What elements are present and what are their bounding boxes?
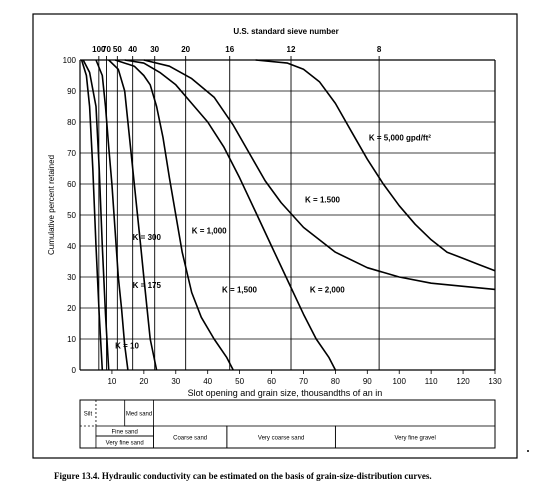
- stray-dot: [527, 450, 529, 452]
- y-tick-label: 90: [67, 87, 76, 96]
- figure-frame: [32, 13, 518, 459]
- sieve-tick-label: 20: [181, 45, 190, 54]
- x-tick-label: 30: [171, 377, 180, 386]
- x-tick-label: 80: [331, 377, 340, 386]
- soil-class-label: Very fine sand: [106, 441, 144, 447]
- soil-class-cell: [334, 425, 496, 449]
- grid: [79, 56, 496, 374]
- top-axis-title: U.S. standard sieve number: [233, 27, 338, 36]
- y-tick-label: 100: [63, 56, 77, 65]
- soil-class-label: Med sand: [126, 412, 152, 418]
- x-tick-label: 50: [235, 377, 244, 386]
- caption-label: Figure 13.4.: [54, 471, 100, 481]
- curve-label: K = 1.500: [305, 196, 340, 205]
- soil-class-label: Very fine gravel: [395, 436, 436, 442]
- y-axis-title: Cumulative percent retained: [47, 155, 56, 255]
- curve: [108, 59, 158, 371]
- caption-text: Hydraulic conductivity can be estimated …: [101, 471, 432, 481]
- curve-labels: K = 5,000 gpd/ft² K = 1.500 K = 1,000 K = 3…: [115, 134, 431, 351]
- curve-label: K = 300: [133, 233, 162, 242]
- curves: [80, 59, 496, 371]
- soil-class-cell: [79, 399, 97, 427]
- y-tick-label: 60: [67, 180, 76, 189]
- curve: [82, 59, 110, 371]
- y-tick-label: 50: [67, 211, 76, 220]
- curve-label: K = 175: [133, 281, 162, 290]
- sieve-tick-label: 30: [150, 45, 159, 54]
- curve: [114, 59, 234, 371]
- soil-class-label: Silt: [84, 412, 93, 418]
- curve: [124, 59, 337, 371]
- soil-class-label: Very coarse sand: [258, 436, 304, 442]
- curve-label: K = 1,000: [192, 227, 227, 236]
- x-tick-label: 100: [393, 377, 407, 386]
- curve: [80, 59, 104, 371]
- curve: [143, 59, 496, 291]
- axes: 0 10 20 30 40 50 60 70 80 90 100 10 20 30 40 50 60 70 80 90…: [63, 45, 503, 386]
- x-tick-label: 40: [203, 377, 212, 386]
- x-tick-label: 60: [267, 377, 276, 386]
- y-tick-label: 20: [67, 304, 76, 313]
- sieve-tick-label: 50: [113, 45, 122, 54]
- curve-label: K = 10: [115, 341, 139, 350]
- x-tick-label: 130: [488, 377, 502, 386]
- figure-caption: Figure 13.4. Hydraulic conductivity can …: [54, 471, 524, 481]
- x-tick-label: 20: [139, 377, 148, 386]
- curve-label: K = 2,000: [310, 286, 345, 295]
- x-tick-label: 110: [425, 377, 438, 386]
- x-tick-label: 10: [107, 377, 116, 386]
- x-tick-label: 70: [299, 377, 308, 386]
- y-tick-label: 40: [67, 242, 76, 251]
- y-tick-label: 70: [67, 149, 76, 158]
- y-tick-label: 80: [67, 118, 76, 127]
- x-tick-label: 90: [363, 377, 372, 386]
- sieve-tick-label: 40: [128, 45, 137, 54]
- curve-label: K = 5,000 gpd/ft²: [369, 134, 431, 143]
- soil-classification-bar: Silt Med sand Fine sand Very fine sand Coars…: [79, 399, 496, 449]
- curve: [95, 59, 129, 371]
- y-tick-label: 30: [67, 273, 76, 282]
- sieve-tick-label: 12: [287, 45, 296, 54]
- sieve-tick-label: 8: [377, 45, 382, 54]
- soil-class-label: Coarse sand: [173, 436, 207, 442]
- x-axis-title: Slot opening and grain size, thousandths…: [188, 388, 383, 398]
- curve-label: K = 1,500: [222, 286, 257, 295]
- sieve-tick-label: 16: [225, 45, 234, 54]
- y-tick-label: 10: [67, 335, 76, 344]
- sieve-tick-label: 70: [102, 45, 111, 54]
- soil-class-label: Fine sand: [112, 430, 138, 436]
- y-tick-label: 0: [72, 366, 77, 375]
- x-tick-label: 120: [456, 377, 470, 386]
- curve: [255, 59, 496, 272]
- sieve-tick-label: 100: [92, 45, 106, 54]
